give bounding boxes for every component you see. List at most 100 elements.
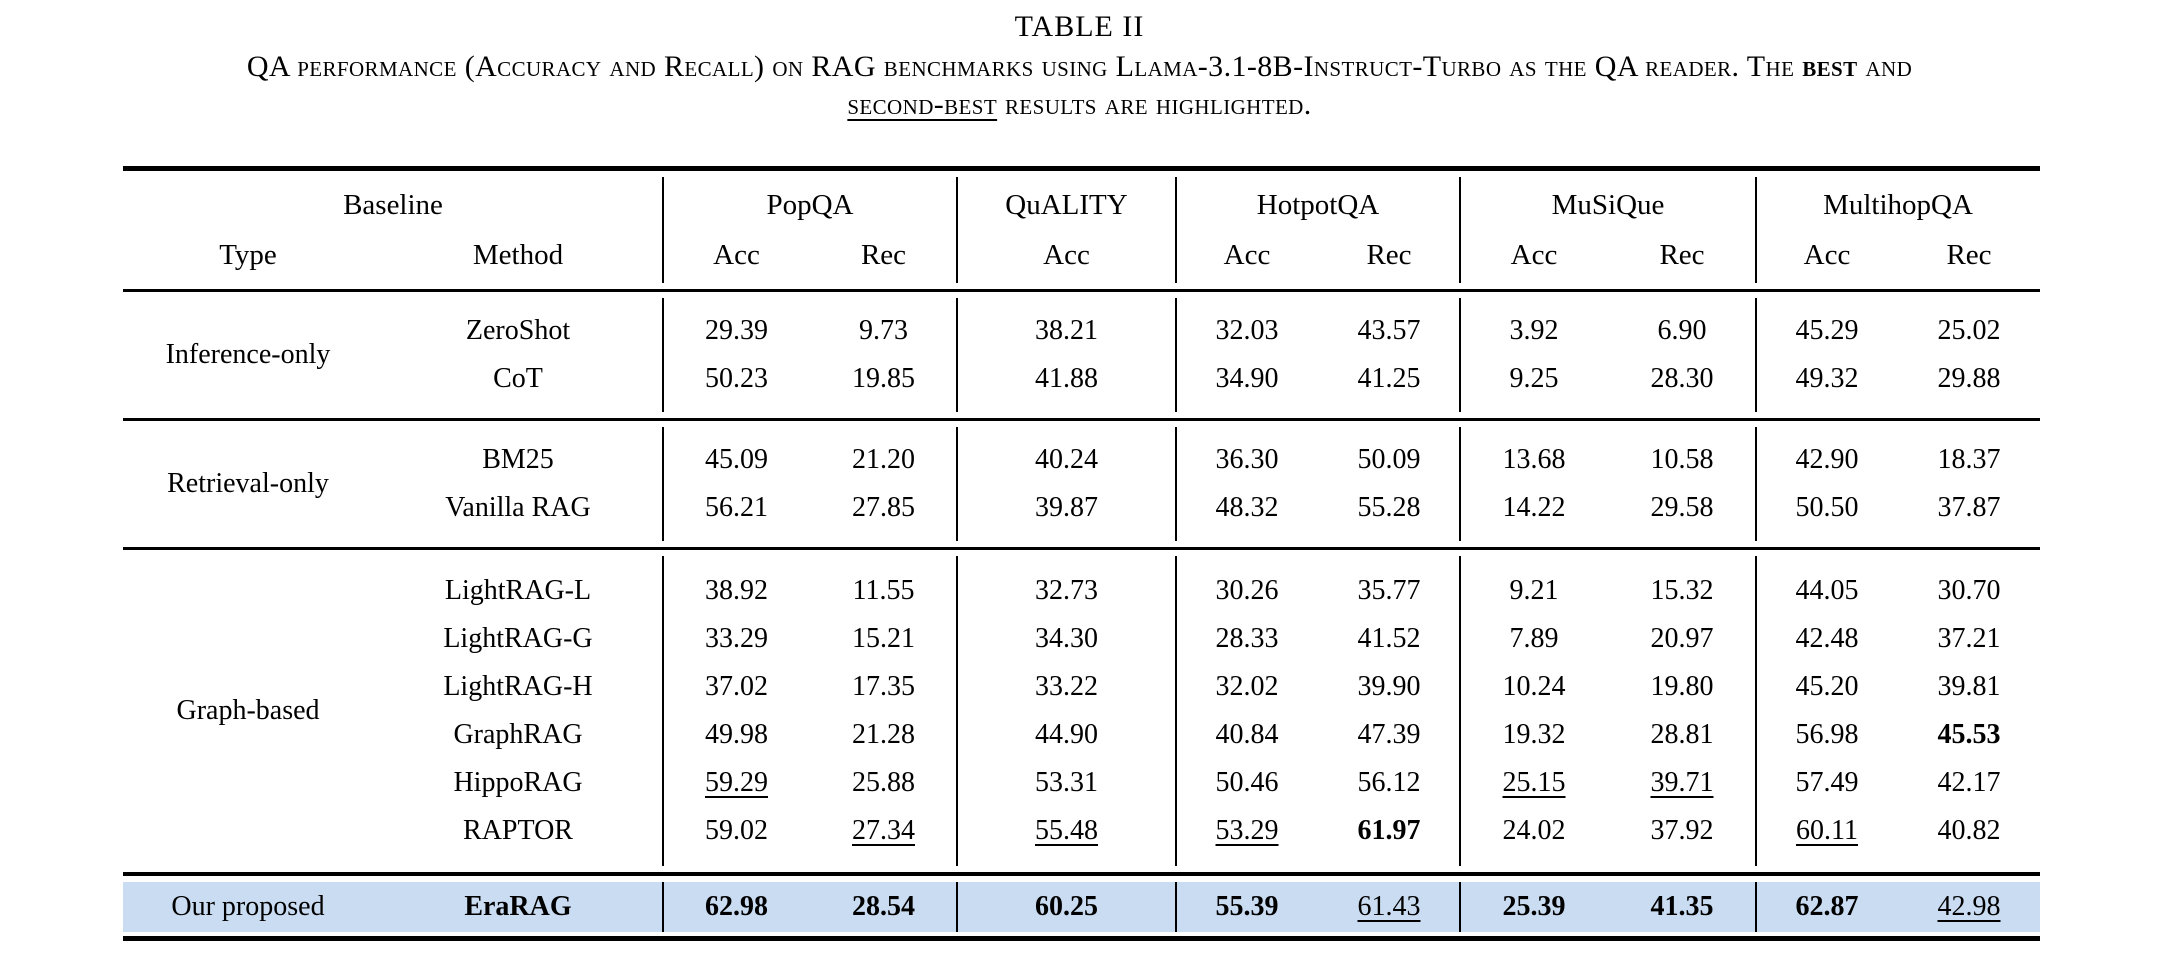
cell-value: 41.35 <box>1650 891 1714 922</box>
cell-value: 37.92 <box>1650 815 1714 846</box>
method-label: LightRAG-H <box>443 671 593 702</box>
column-group-header: Baseline <box>343 188 443 221</box>
column-separator <box>662 427 664 541</box>
cell-value: 41.88 <box>1035 363 1098 394</box>
cell-value: 29.88 <box>1937 363 2001 394</box>
horizontal-rule-section <box>123 547 2040 550</box>
cell-value: 9.25 <box>1509 363 1559 394</box>
column-separator <box>1175 177 1177 283</box>
cell-value: 62.87 <box>1795 891 1859 922</box>
caption-text: QA performance (Accuracy and Recall) on … <box>246 50 1803 83</box>
cell-value: 19.80 <box>1650 671 1714 702</box>
cell-value: 42.98 <box>1937 891 2001 922</box>
cell-value: 37.02 <box>705 671 768 702</box>
column-separator <box>1175 427 1177 541</box>
cell-value: 19.32 <box>1502 719 1566 750</box>
cell-value: 44.05 <box>1795 575 1859 606</box>
cell-value: 39.87 <box>1035 492 1098 523</box>
column-separator <box>662 556 664 866</box>
table-title: TABLE II <box>1014 10 1145 43</box>
cell-value: 35.77 <box>1357 575 1421 606</box>
caption-line-1: QA performance (Accuracy and Recall) on … <box>0 48 2159 86</box>
table-section: Inference-only ZeroShot 29.39 9.73 38.21 32.0… <box>123 292 2040 418</box>
column-group-header: MultihopQA <box>1823 188 1973 221</box>
proposed-row: Our proposed EraRAG 62.98 28.54 60.25 55.39 61… <box>123 882 2040 932</box>
column-separator <box>1755 427 1757 541</box>
column-separator <box>1755 177 1757 283</box>
column-separator <box>956 556 958 866</box>
row-group-label: Graph-based <box>176 695 320 726</box>
cell-value: 15.32 <box>1650 575 1714 606</box>
cell-value: 28.33 <box>1215 623 1279 654</box>
cell-value: 45.09 <box>705 444 768 475</box>
column-subheader: Rec <box>1659 238 1705 271</box>
column-subheader: Acc <box>1043 238 1090 271</box>
column-subheader: Rec <box>1366 238 1412 271</box>
column-separator <box>1755 882 1757 932</box>
cell-value: 40.82 <box>1937 815 2001 846</box>
method-label: CoT <box>493 363 543 394</box>
cell-value: 49.98 <box>705 719 768 750</box>
cell-value: 40.24 <box>1035 444 1098 475</box>
column-subheader: Rec <box>860 238 907 271</box>
cell-value: 9.21 <box>1509 575 1559 606</box>
cell-value: 60.11 <box>1796 815 1858 846</box>
cell-value: 36.30 <box>1215 444 1279 475</box>
column-separator <box>956 298 958 412</box>
column-subheader: Rec <box>1946 238 1992 271</box>
cell-value: 50.50 <box>1795 492 1859 523</box>
method-label: BM25 <box>482 444 554 475</box>
cell-value: 59.02 <box>705 815 768 846</box>
cell-value: 33.29 <box>705 623 768 654</box>
horizontal-rule-above-proposed <box>123 872 2040 876</box>
cell-value: 21.20 <box>852 444 915 475</box>
cell-value: 30.26 <box>1215 575 1279 606</box>
cell-value: 61.43 <box>1357 891 1421 922</box>
cell-value: 27.34 <box>852 815 915 846</box>
caption-best-word: best <box>1802 50 1858 83</box>
column-separator <box>1175 298 1177 412</box>
cell-value: 3.92 <box>1509 315 1559 346</box>
column-separator <box>662 298 664 412</box>
cell-value: 11.55 <box>852 575 915 606</box>
cell-value: 20.97 <box>1650 623 1714 654</box>
column-group-header: HotpotQA <box>1256 188 1380 221</box>
cell-value: 42.90 <box>1795 444 1859 475</box>
column-separator <box>662 882 664 932</box>
cell-value: 7.89 <box>1509 623 1559 654</box>
cell-value: 19.85 <box>852 363 915 394</box>
cell-value: 50.09 <box>1357 444 1421 475</box>
column-separator <box>1459 882 1461 932</box>
cell-value: 42.17 <box>1937 767 2001 798</box>
table-caption: QA performance (Accuracy and Recall) on … <box>0 48 2159 124</box>
column-separator <box>1459 427 1461 541</box>
cell-value: 53.31 <box>1035 767 1098 798</box>
cell-value: 9.73 <box>859 315 908 346</box>
cell-value: 43.57 <box>1357 315 1421 346</box>
column-group-header: QuALITY <box>1005 188 1128 221</box>
cell-value: 42.48 <box>1795 623 1859 654</box>
method-label: RAPTOR <box>463 815 573 846</box>
cell-value: 15.21 <box>852 623 915 654</box>
cell-value: 28.54 <box>852 891 915 922</box>
cell-value: 55.48 <box>1035 815 1098 846</box>
cell-value: 25.15 <box>1502 767 1566 798</box>
cell-value: 49.32 <box>1795 363 1859 394</box>
cell-value: 41.25 <box>1357 363 1421 394</box>
cell-value: 45.53 <box>1937 719 2001 750</box>
column-separator <box>956 882 958 932</box>
column-subheader: Acc <box>1223 238 1271 271</box>
cell-value: 53.29 <box>1215 815 1279 846</box>
column-separator <box>1459 298 1461 412</box>
caption-text: results are highlighted. <box>997 88 1312 121</box>
cell-value: 56.12 <box>1357 767 1421 798</box>
cell-value: 14.22 <box>1502 492 1566 523</box>
cell-value: 41.52 <box>1357 623 1421 654</box>
caption-line-2: second-best results are highlighted. <box>0 86 2159 124</box>
column-separator <box>1755 298 1757 412</box>
column-separator <box>1459 556 1461 866</box>
cell-value: 56.21 <box>705 492 768 523</box>
caption-second-best-word: second-best <box>847 88 998 121</box>
column-subheader: Acc <box>713 238 760 271</box>
row-group-label: Inference-only <box>165 339 331 370</box>
